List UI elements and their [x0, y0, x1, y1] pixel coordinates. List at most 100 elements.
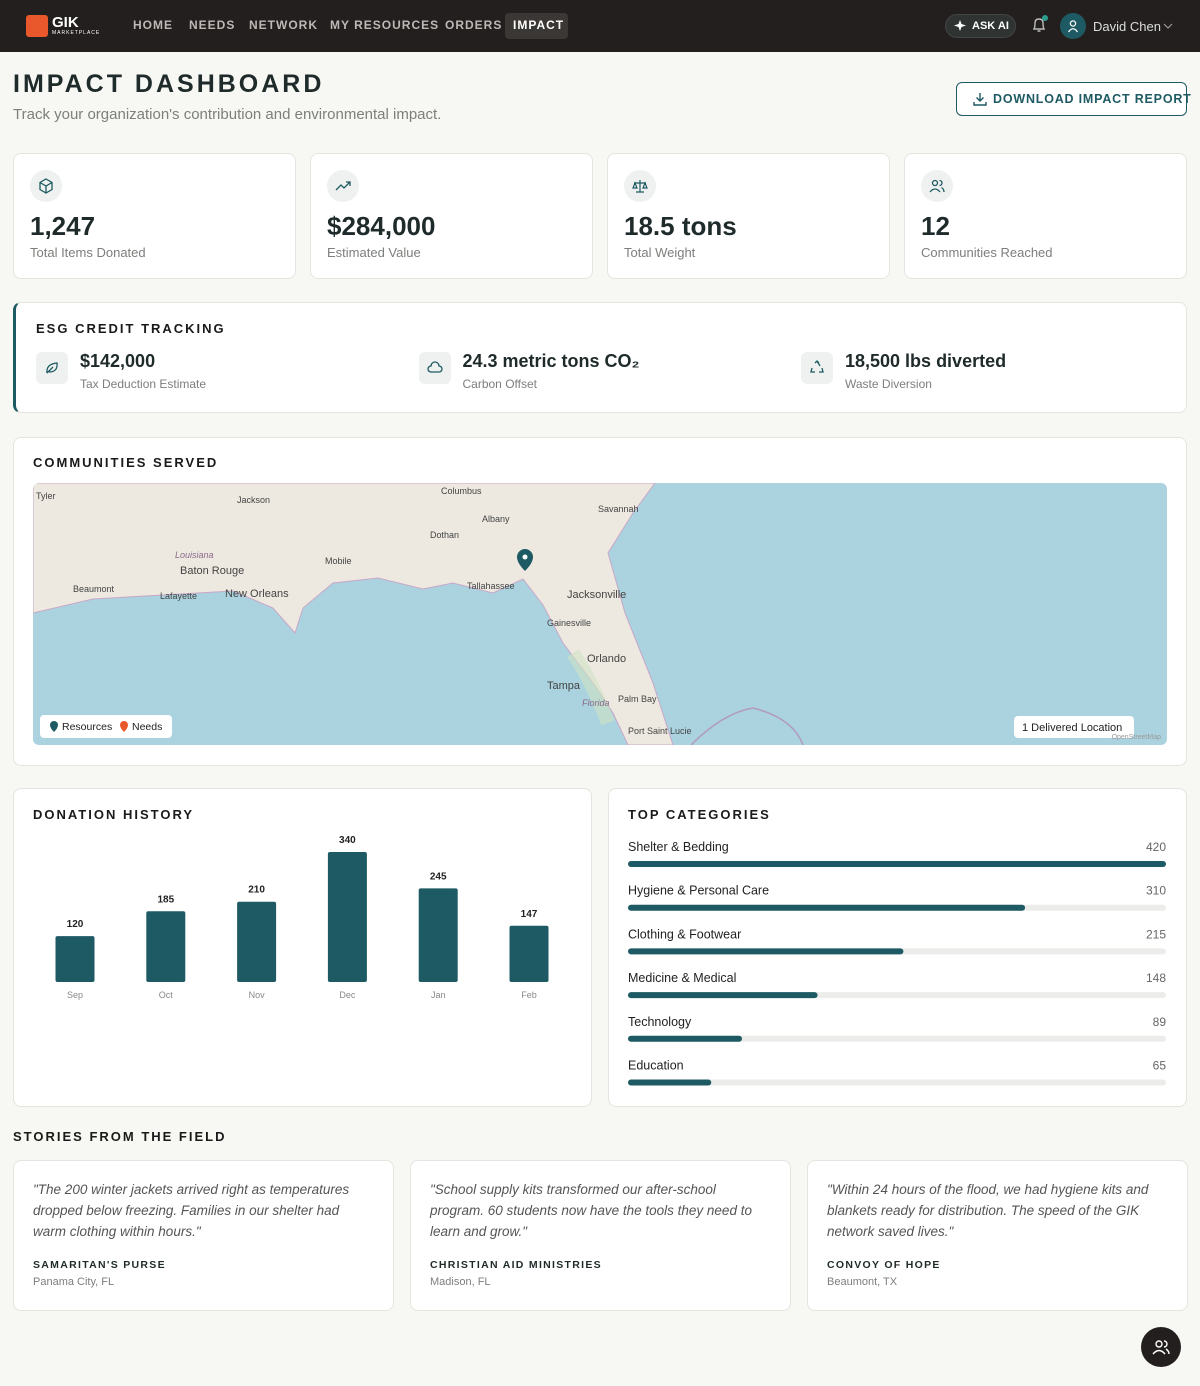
x-tick-label: Dec: [339, 990, 356, 1000]
download-label: DOWNLOAD IMPACT REPORT: [993, 92, 1192, 106]
legend-label: Resources: [62, 721, 112, 733]
story-card: [13, 1160, 394, 1311]
stat-value: $284,000: [327, 211, 436, 241]
stat-card: [904, 153, 1187, 279]
bar: [628, 861, 1166, 867]
map-label: Mobile: [325, 556, 352, 566]
download-icon: [973, 93, 987, 106]
download-button[interactable]: [956, 82, 1187, 116]
bar-track: [628, 1035, 1166, 1042]
esg-label: Carbon Offset: [462, 377, 537, 391]
stories-title: STORIES FROM THE FIELD: [13, 1129, 227, 1144]
map-label: Tampa: [547, 680, 581, 692]
esg-icon: [810, 360, 824, 373]
nav-link[interactable]: MY RESOURCES: [330, 18, 440, 32]
stat-label: Total Items Donated: [30, 245, 146, 260]
stat-icon: [39, 178, 53, 194]
esg-label: Waste Diversion: [845, 377, 932, 391]
map-marker[interactable]: [517, 549, 533, 571]
nav-link-active[interactable]: IMPACT: [513, 18, 565, 32]
donation-title: DONATION HISTORY: [33, 807, 195, 822]
map-label: Tyler: [36, 491, 56, 501]
category-label: Shelter & Bedding: [628, 840, 729, 854]
story-org: CHRISTIAN AID MINISTRIES: [430, 1259, 602, 1271]
stat-icon: [632, 180, 648, 193]
esg-label: Tax Deduction Estimate: [80, 377, 207, 391]
bar: [237, 901, 277, 982]
attribution: OpenStreetMap: [1112, 734, 1162, 741]
stat-icon: [335, 181, 351, 191]
user-name[interactable]: David Chen: [1093, 19, 1161, 34]
nav-link[interactable]: NETWORK: [249, 18, 318, 32]
sparkle-icon: [954, 20, 966, 31]
bar: [628, 1079, 712, 1086]
category-label: Medicine & Medical: [628, 971, 736, 985]
map-label: Jackson: [237, 495, 270, 505]
stat-icon-bg: [921, 170, 953, 202]
story-org: SAMARITAN'S PURSE: [33, 1259, 166, 1271]
chevron: [1163, 23, 1173, 29]
story-quote: "School supply kits transformed our afte…: [430, 1182, 752, 1239]
story-card: [410, 1160, 791, 1311]
map-label: Gainesville: [547, 618, 591, 628]
bar-value-label: 185: [157, 894, 174, 905]
nav-link[interactable]: NEEDS: [189, 18, 236, 32]
map-label: Jacksonville: [567, 589, 626, 601]
top-nav: GIK MARKETPLACE HOME NEEDS NETWORK MY RE…: [0, 0, 1200, 52]
bar: [418, 888, 458, 982]
stat-value: 18.5 tons: [624, 211, 737, 241]
marker-dot: [522, 554, 528, 560]
bar: [55, 936, 95, 982]
nav-link[interactable]: ORDERS: [445, 18, 503, 32]
esg-title: ESG CREDIT TRACKING: [36, 321, 226, 336]
category-label: Hygiene & Personal Care: [628, 884, 769, 898]
category-value: 310: [1146, 884, 1166, 898]
donation-card: [13, 788, 592, 1107]
logo-subtext: MARKETPLACE: [52, 30, 101, 36]
story-quote: "The 200 winter jackets arrived right as…: [33, 1182, 350, 1239]
bell-icon[interactable]: [1030, 15, 1050, 35]
map-forest: [567, 649, 615, 726]
map-label: Dothan: [430, 530, 459, 540]
map-label: Palm Bay: [618, 694, 657, 704]
story-location: Panama City, FL: [33, 1276, 115, 1288]
map-label: Port Saint Lucie: [628, 726, 692, 736]
logo-text[interactable]: GIK: [52, 14, 79, 31]
nav-link[interactable]: HOME: [133, 18, 173, 32]
map-label: Florida: [582, 698, 610, 708]
stat-card: [310, 153, 593, 279]
esg-value: 24.3 metric tons CO₂: [462, 351, 640, 371]
user-icon: [1067, 20, 1079, 33]
bar: [327, 852, 367, 982]
status-text: 1 Delivered Location: [1022, 722, 1122, 734]
category-value: 89: [1153, 1015, 1167, 1029]
map[interactable]: Tyler Jackson Columbus Albany Savannah Dothan…: [33, 483, 1167, 745]
map-label: Savannah: [598, 504, 639, 514]
map-label: Tallahassee: [467, 581, 515, 591]
bar: [628, 1035, 743, 1042]
story-location: Madison, FL: [430, 1276, 491, 1288]
esg-value: $142,000: [80, 351, 156, 371]
esg-icon-bg: [801, 352, 833, 384]
map-label: Albany: [482, 514, 510, 524]
story-location: Beaumont, TX: [827, 1276, 898, 1288]
category-label: Education: [628, 1059, 684, 1073]
bar: [509, 925, 549, 982]
map-label: New Orleans: [225, 588, 289, 600]
map-legend: [40, 715, 172, 738]
category-value: 420: [1146, 840, 1166, 854]
map-label: Baton Rouge: [180, 565, 244, 577]
story-card: [807, 1160, 1188, 1311]
map-label: Orlando: [587, 653, 626, 665]
bar-value-label: 210: [248, 885, 265, 896]
fab-icon: [1152, 1340, 1170, 1355]
bar-value-label: 340: [339, 835, 356, 846]
bar: [146, 911, 186, 982]
bar-value-label: 120: [67, 919, 84, 930]
categories-card: [608, 788, 1187, 1107]
bar: [628, 904, 1026, 911]
donation-chart: 120 Sep 185 Oct 210 Nov 340 Dec 245 Jan 147 Feb: [55, 835, 549, 1000]
bar-track: [628, 1079, 1166, 1086]
story-quote: "Within 24 hours of the flood, we had hy…: [827, 1182, 1149, 1239]
